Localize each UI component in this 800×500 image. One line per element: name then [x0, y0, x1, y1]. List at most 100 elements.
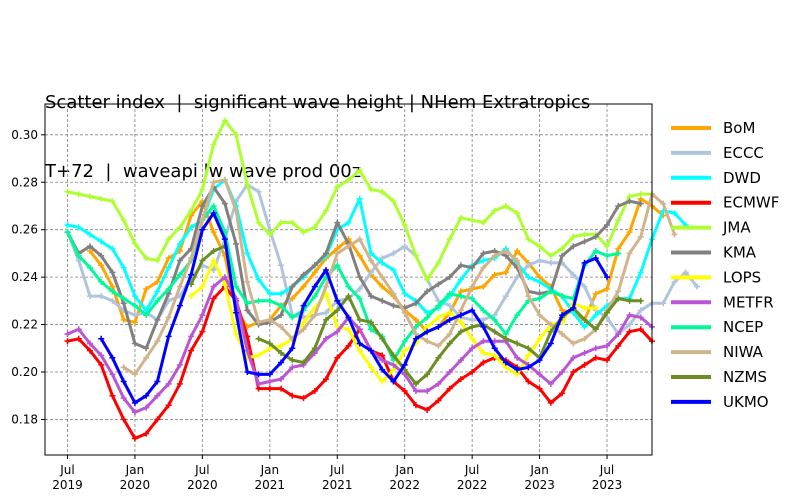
data-point [323, 250, 330, 257]
data-point [278, 219, 285, 226]
legend-label: LOPS [723, 268, 761, 286]
data-point [278, 359, 285, 366]
data-point [660, 200, 667, 207]
data-point [255, 380, 262, 387]
data-point [626, 297, 633, 304]
data-point [570, 354, 577, 361]
data-point [424, 371, 431, 378]
data-point [266, 316, 273, 323]
data-point [446, 274, 453, 281]
data-point [311, 293, 318, 300]
data-point [525, 378, 532, 385]
data-point [626, 250, 633, 257]
data-point [278, 376, 285, 383]
y-tick-label: 0.18 [11, 412, 38, 426]
data-point [154, 392, 161, 399]
data-point [547, 259, 554, 266]
x-tick-label: 2022 [457, 478, 488, 492]
series-line-kma [66, 185, 643, 350]
data-point [491, 271, 498, 278]
data-point [615, 331, 622, 338]
data-point [570, 304, 577, 311]
data-point [311, 387, 318, 394]
data-point [559, 368, 566, 375]
data-point [525, 293, 532, 300]
data-point [604, 309, 611, 316]
data-point [109, 288, 116, 295]
legend: BoM ECCC DWD ECMWF JMA KMA LOPS METFR NCEP NIWA NZ… [671, 119, 779, 411]
data-point [581, 361, 588, 368]
data-point [278, 302, 285, 309]
x-tick-label: Jul [464, 463, 479, 477]
data-point [345, 283, 352, 290]
data-point [637, 200, 644, 207]
data-point [98, 238, 105, 245]
data-point [581, 238, 588, 245]
data-point [615, 295, 622, 302]
data-point [379, 357, 386, 364]
data-point [435, 323, 442, 330]
data-point [188, 271, 195, 278]
data-point [514, 354, 521, 361]
x-tick-label: Jul [599, 463, 614, 477]
data-point [210, 283, 217, 290]
data-point [131, 319, 138, 326]
data-point [176, 224, 183, 231]
data-point [390, 290, 397, 297]
data-point [559, 312, 566, 319]
data-point [615, 217, 622, 224]
data-point [637, 314, 644, 321]
data-point [592, 312, 599, 319]
data-point [525, 345, 532, 352]
data-point [480, 250, 487, 257]
data-point [289, 295, 296, 302]
data-point [424, 338, 431, 345]
y-tick-label: 0.30 [11, 128, 38, 142]
data-point [514, 340, 521, 347]
data-point [278, 385, 285, 392]
data-point [379, 378, 386, 385]
data-point [390, 198, 397, 205]
data-point [176, 302, 183, 309]
data-point [559, 245, 566, 252]
data-point [176, 361, 183, 368]
data-point [86, 264, 93, 271]
data-point [154, 297, 161, 304]
data-point [581, 304, 588, 311]
data-point [300, 283, 307, 290]
data-point [334, 250, 341, 257]
data-point [592, 233, 599, 240]
data-point [424, 328, 431, 335]
data-point [289, 364, 296, 371]
data-point [401, 243, 408, 250]
data-point [480, 219, 487, 226]
data-point [525, 236, 532, 243]
data-point [682, 269, 689, 276]
data-point [424, 288, 431, 295]
data-point [75, 191, 82, 198]
data-point [480, 323, 487, 330]
data-point [390, 302, 397, 309]
data-point [604, 252, 611, 259]
data-point [255, 335, 262, 342]
data-point [446, 385, 453, 392]
x-tick-label: Jul [194, 463, 209, 477]
data-point [446, 368, 453, 375]
data-point [165, 285, 172, 292]
data-point [244, 300, 251, 307]
x-tick-label: Jan [394, 463, 414, 477]
series-niwa [120, 176, 678, 378]
data-point [435, 342, 442, 349]
data-point [469, 264, 476, 271]
data-point [120, 395, 127, 402]
data-point [547, 328, 554, 335]
series-line-ukmo [99, 211, 609, 405]
data-point [457, 376, 464, 383]
data-point [210, 295, 217, 302]
data-point [120, 217, 127, 224]
data-point [469, 368, 476, 375]
data-point [435, 302, 442, 309]
x-tick-label: 2020 [187, 478, 218, 492]
data-point [131, 409, 138, 416]
